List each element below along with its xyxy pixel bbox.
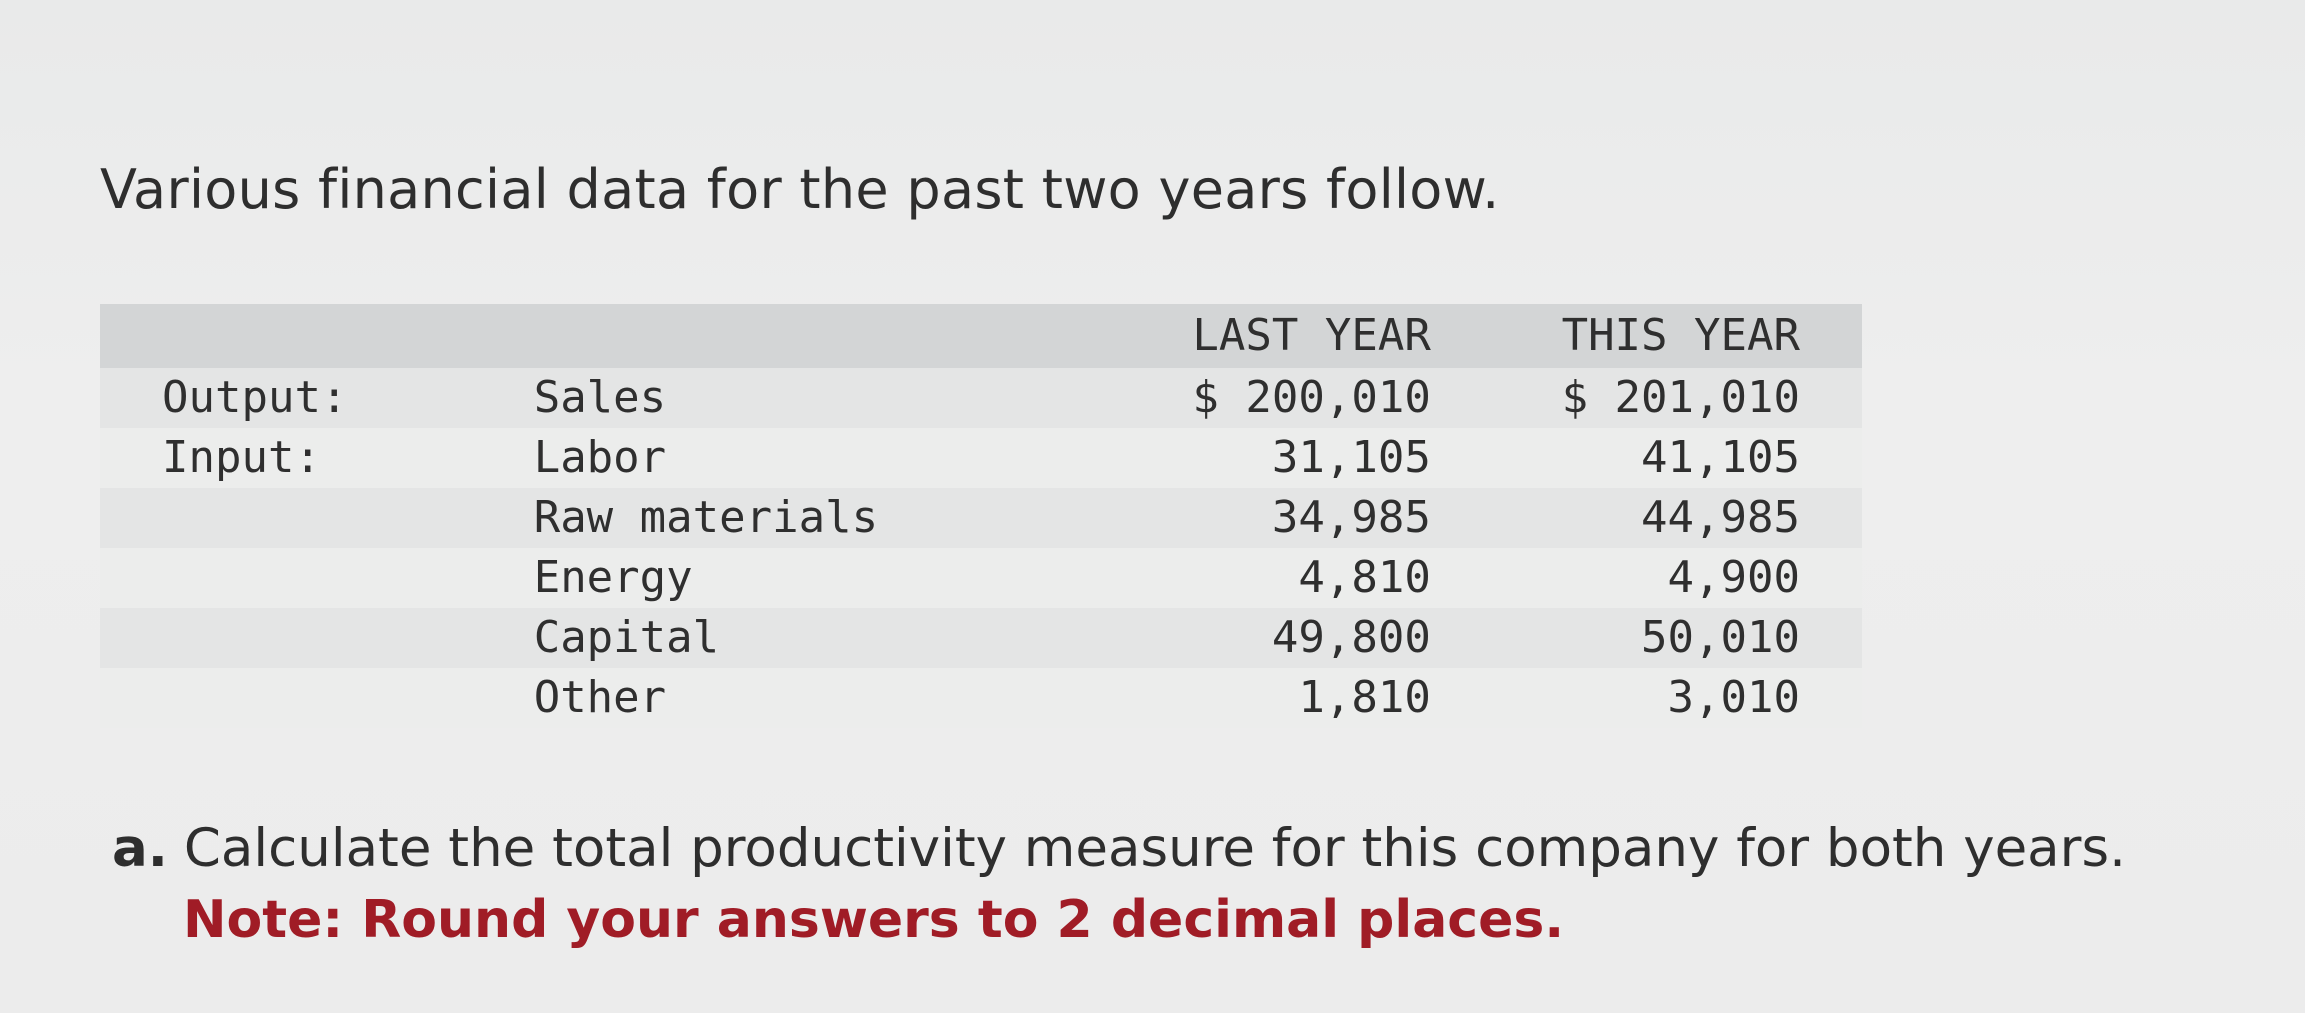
intro-text: Various financial data for the past two … (100, 158, 1500, 221)
category-label: Output: (162, 372, 348, 423)
category-label: Input: (162, 432, 321, 483)
item-label: Other (533, 672, 667, 723)
last-year-value: 49,800 (1271, 612, 1431, 663)
this-year-value: 44,985 (1641, 492, 1800, 543)
last-year-value: 34,985 (1271, 492, 1431, 543)
question-text: a. Calculate the total productivity measu… (112, 818, 2126, 879)
question-label: a. (112, 818, 168, 879)
this-year-value: 41,105 (1641, 432, 1800, 483)
header-cell (100, 304, 534, 368)
last-year-value: $ 200,010 (1192, 372, 1431, 423)
last-year-value: 31,105 (1271, 432, 1431, 483)
this-year-value: 4,900 (1667, 552, 1800, 603)
table-header-row: LAST YEAR THIS YEAR (100, 304, 1862, 368)
question-body: Calculate the total productivity measure… (183, 818, 2126, 879)
item-label: Raw materials (533, 492, 879, 543)
this-year-value: 3,010 (1667, 672, 1800, 723)
item-label: Capital (533, 612, 720, 663)
item-label: Labor (533, 432, 667, 483)
category-label (100, 608, 534, 668)
item-label: Energy (533, 552, 693, 603)
category-label (100, 488, 534, 548)
this-year-value: 50,010 (1641, 612, 1800, 663)
table-row: Input: Labor 31,105 41,105 (100, 428, 1862, 488)
item-label: Sales (533, 372, 667, 423)
financial-data-table: LAST YEAR THIS YEAR Output: Sales $ 200,… (100, 304, 1862, 728)
category-label (100, 548, 534, 608)
last-year-value: 1,810 (1298, 672, 1431, 723)
last-year-value: 4,810 (1298, 552, 1431, 603)
header-last-year: LAST YEAR (1192, 310, 1431, 361)
table-row: Raw materials 34,985 44,985 (100, 488, 1862, 548)
header-this-year: THIS YEAR (1561, 310, 1800, 361)
table-row: Energy 4,810 4,900 (100, 548, 1862, 608)
this-year-value: $ 201,010 (1561, 372, 1800, 423)
table-row: Output: Sales $ 200,010 $ 201,010 (100, 368, 1862, 428)
table-row: Other 1,810 3,010 (100, 668, 1862, 728)
table-row: Capital 49,800 50,010 (100, 608, 1862, 668)
category-label (100, 668, 534, 728)
header-cell (534, 304, 1111, 368)
rounding-note: Note: Round your answers to 2 decimal pl… (183, 890, 1565, 950)
